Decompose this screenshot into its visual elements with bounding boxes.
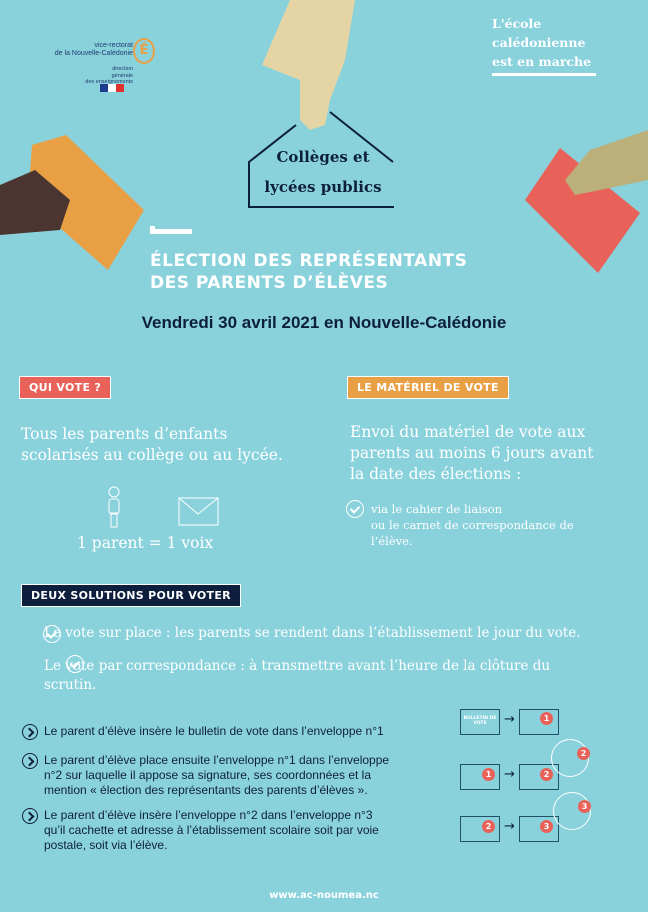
number-badge: 3 bbox=[578, 800, 591, 813]
ballot-icon: BULLETIN DE VOTE bbox=[460, 709, 500, 735]
slogan: L'école calédonienne est en marche bbox=[492, 14, 591, 71]
solution-mail: Le vote par correspondance : à transmett… bbox=[44, 657, 550, 695]
page-title: ÉLECTION DES REPRÉSENTANTS DES PARENTS D… bbox=[150, 250, 467, 294]
envelope-3-icon bbox=[519, 816, 559, 842]
illustration bbox=[0, 0, 648, 273]
election-date: Vendredi 30 avril 2021 en Nouvelle-Caléd… bbox=[141, 313, 507, 332]
chevron-right-icon bbox=[22, 808, 38, 824]
vice-rectorat-logo: vice-rectorat de la Nouvelle-Calédonie É… bbox=[40, 38, 155, 100]
envelope-icon bbox=[178, 497, 219, 526]
title-line: DES PARENTS D’ÉLÈVES bbox=[150, 273, 389, 293]
text-line: l’élève. bbox=[371, 534, 413, 548]
logo-text: générale bbox=[111, 72, 133, 79]
e-logo-icon: É bbox=[133, 38, 155, 64]
check-icon bbox=[43, 625, 62, 643]
person-icon bbox=[108, 486, 120, 528]
text-line: via le cahier de liaison bbox=[371, 502, 503, 516]
check-icon bbox=[346, 500, 364, 518]
who-votes-tag: QUI VOTE ? bbox=[19, 376, 112, 399]
step-line: qu’il cachette et adresse à l’établissem… bbox=[44, 823, 379, 837]
who-votes-text: Tous les parents d’enfants scolarisés au… bbox=[21, 424, 283, 466]
text-line: parents au moins 6 jours avant bbox=[350, 444, 594, 462]
material-tag: LE MATÉRIEL DE VOTE bbox=[347, 376, 509, 399]
text-line: ou le carnet de correspondance de bbox=[371, 518, 574, 532]
orange-envelope-icon bbox=[28, 135, 144, 270]
envelope-1-icon bbox=[460, 764, 500, 790]
zoom-detail bbox=[553, 792, 591, 830]
text-line: scrutin. bbox=[44, 677, 97, 693]
logo-text: vice-rectorat bbox=[94, 42, 133, 49]
chevron-right-icon bbox=[22, 753, 38, 769]
number-badge: 1 bbox=[540, 712, 553, 725]
number-badge: 2 bbox=[540, 768, 553, 781]
zoom-detail bbox=[551, 739, 589, 777]
step-3: Le parent d’élève insère l’enveloppe n°2… bbox=[22, 808, 379, 853]
hand-top-icon bbox=[262, 0, 355, 130]
house-line: Collèges et bbox=[276, 148, 370, 166]
text-line: Tous les parents d’enfants bbox=[21, 425, 228, 443]
logo-text: des enseignements bbox=[85, 79, 133, 85]
slogan-underline bbox=[492, 73, 596, 76]
step-2: Le parent d’élève place ensuite l’envelo… bbox=[22, 753, 390, 798]
arrow-icon: → bbox=[504, 819, 515, 834]
house-outline-icon bbox=[248, 111, 394, 208]
material-text: Envoi du matériel de vote aux parents au… bbox=[350, 422, 594, 485]
number-badge: 2 bbox=[577, 747, 590, 760]
step-line: postale, soit via l’élève. bbox=[44, 838, 168, 852]
solutions-tag: DEUX SOLUTIONS POUR VOTER bbox=[21, 584, 241, 607]
text-line: Le vote par correspondance : à transmett… bbox=[44, 658, 551, 674]
title-line: ÉLECTION DES REPRÉSENTANTS bbox=[150, 251, 468, 271]
text-line: la date des élections : bbox=[350, 465, 522, 483]
envelope-1-icon bbox=[519, 709, 559, 735]
red-envelope-icon bbox=[525, 148, 640, 273]
text-line: scolarisés au collège ou au lycée. bbox=[21, 446, 283, 464]
step-line: n°2 sur laquelle il appose sa signature,… bbox=[44, 768, 372, 782]
logo-text: direction bbox=[112, 66, 133, 72]
equation: 1 parent = 1 voix bbox=[77, 534, 214, 552]
slogan-line: est en marche bbox=[492, 54, 592, 69]
envelope-2-icon bbox=[519, 764, 559, 790]
step-line: Le parent d’élève insère le bulletin de … bbox=[44, 724, 384, 738]
check-icon bbox=[66, 655, 85, 673]
solution-onsite: Le vote sur place : les parents se rende… bbox=[44, 625, 581, 641]
number-badge: 3 bbox=[540, 820, 553, 833]
website-link[interactable]: www.ac-noumea.nc bbox=[269, 890, 379, 901]
arrow-icon: → bbox=[504, 767, 515, 782]
material-checklist: via le cahier de liaison ou le carnet de… bbox=[371, 501, 574, 549]
text-line: Envoi du matériel de vote aux bbox=[350, 423, 586, 441]
number-badge: 2 bbox=[482, 820, 495, 833]
envelope-2-icon bbox=[460, 816, 500, 842]
slogan-line: L'école bbox=[492, 16, 542, 31]
title-bracket bbox=[150, 226, 192, 234]
chevron-right-icon bbox=[22, 724, 38, 740]
step-line: Le parent d’élève insère l’enveloppe n°2… bbox=[44, 808, 373, 822]
step-line: mention « élection des représentants des… bbox=[44, 783, 368, 797]
slogan-line: calédonienne bbox=[492, 35, 586, 50]
number-badge: 1 bbox=[482, 768, 495, 781]
hand-right-icon bbox=[565, 130, 648, 195]
house-line: lycées publics bbox=[264, 178, 382, 196]
french-flag-icon bbox=[100, 84, 124, 92]
dark-hand-icon bbox=[0, 170, 70, 235]
step-1: Le parent d’élève insère le bulletin de … bbox=[22, 724, 384, 740]
logo-text: de la Nouvelle-Calédonie bbox=[54, 50, 133, 57]
house-label: Collèges et lycées publics bbox=[252, 142, 394, 202]
arrow-icon: → bbox=[504, 712, 515, 727]
step-line: Le parent d’élève place ensuite l’envelo… bbox=[44, 753, 390, 767]
